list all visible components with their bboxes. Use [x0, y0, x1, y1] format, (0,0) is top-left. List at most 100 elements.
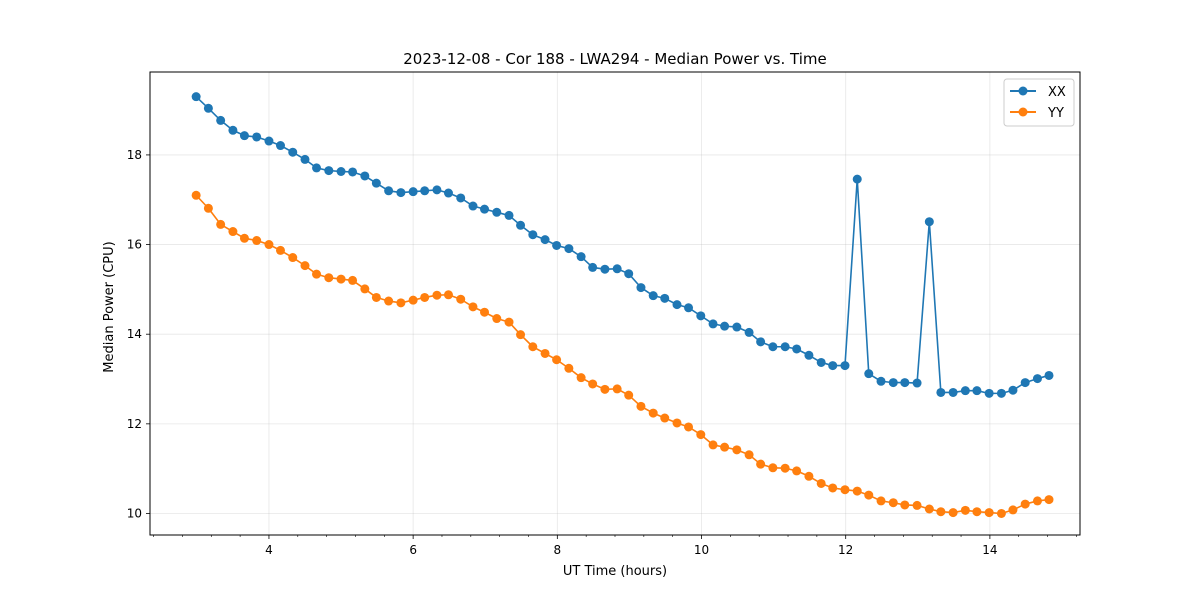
data-point-yy [840, 485, 850, 495]
data-point-xx [960, 386, 970, 396]
data-point-xx [972, 386, 982, 396]
data-point-xx [191, 92, 201, 102]
data-point-yy [324, 273, 334, 283]
data-point-xx [348, 167, 358, 177]
data-point-xx [203, 103, 213, 113]
data-point-yy [972, 507, 982, 517]
legend-yy-marker [1018, 107, 1028, 117]
data-point-yy [804, 471, 814, 481]
data-point-xx [876, 376, 886, 386]
data-point-xx [480, 204, 490, 214]
data-point-yy [275, 245, 285, 255]
data-point-xx [588, 262, 598, 272]
y-tick-label: 10 [127, 506, 142, 520]
data-point-yy [888, 498, 898, 508]
data-point-xx [948, 387, 958, 397]
x-tick-label: 4 [265, 543, 273, 557]
data-point-xx [468, 201, 478, 211]
data-point-xx [660, 293, 670, 303]
data-point-yy [780, 463, 790, 473]
y-axis-label: Median Power (CPU) [102, 241, 117, 372]
data-point-xx [732, 322, 742, 332]
data-point-xx [396, 188, 406, 198]
data-point-yy [540, 348, 550, 358]
data-point-yy [528, 342, 538, 352]
data-point-xx [816, 357, 826, 367]
data-point-yy [384, 296, 394, 306]
data-point-xx [371, 178, 381, 188]
data-point-yy [239, 233, 249, 243]
data-point-yy [864, 490, 874, 500]
data-point-yy [348, 275, 358, 285]
y-axis-ticks: 10 12 14 16 18 [127, 148, 150, 520]
data-point-xx [828, 361, 838, 371]
data-point-xx [564, 244, 574, 254]
data-point-yy [624, 390, 634, 400]
data-point-yy [768, 463, 778, 473]
legend: XX YY [1003, 78, 1075, 127]
data-point-yy [732, 445, 742, 455]
data-point-yy [443, 290, 453, 300]
data-point-xx [864, 369, 874, 379]
data-point-yy [312, 269, 322, 279]
data-point-yy [1020, 499, 1030, 509]
data-point-xx [432, 185, 442, 195]
data-point-yy [792, 466, 802, 476]
data-point-yy [912, 500, 922, 510]
data-point-xx [528, 230, 538, 240]
data-point-yy [984, 508, 994, 518]
data-point-yy [252, 236, 262, 246]
data-point-xx [672, 300, 682, 310]
data-point-yy [876, 496, 886, 506]
data-point-xx [744, 327, 754, 337]
data-point-xx [300, 154, 310, 164]
data-point-xx [504, 210, 514, 220]
x-axis-label: UT Time (hours) [563, 564, 667, 579]
data-point-yy [456, 294, 466, 304]
data-point-yy [672, 418, 682, 428]
data-point-xx [768, 342, 778, 352]
data-point-yy [564, 363, 574, 373]
data-point-xx [936, 387, 946, 397]
data-point-xx [720, 321, 730, 331]
data-point-yy [371, 292, 381, 302]
data-point-xx [612, 264, 622, 274]
data-point-yy [480, 307, 490, 317]
data-point-yy [924, 504, 934, 514]
data-point-xx [216, 115, 226, 125]
legend-xx-marker [1018, 86, 1028, 96]
data-point-xx [516, 220, 526, 230]
data-point-yy [228, 227, 238, 237]
data-point-yy [420, 292, 430, 302]
data-point-yy [432, 290, 442, 300]
data-point-xx [456, 193, 466, 203]
y-tick-label: 12 [127, 417, 142, 431]
data-point-xx [804, 350, 814, 360]
chart-title: 2023-12-08 - Cor 188 - LWA294 - Median P… [403, 50, 827, 68]
data-point-xx [780, 342, 790, 352]
data-point-xx [492, 207, 502, 217]
data-point-yy [696, 430, 706, 440]
data-point-xx [408, 187, 418, 197]
data-point-yy [720, 442, 730, 452]
data-point-xx [443, 188, 453, 198]
data-point-yy [216, 219, 226, 229]
data-point-yy [756, 459, 766, 469]
data-point-yy [360, 284, 370, 294]
series-layer [191, 92, 1054, 518]
data-point-xx [924, 217, 934, 227]
data-point-xx [420, 186, 430, 196]
data-point-yy [576, 373, 586, 383]
data-point-yy [552, 355, 562, 365]
data-point-xx [239, 131, 249, 141]
x-tick-label: 10 [694, 543, 709, 557]
data-point-xx [648, 291, 658, 301]
data-point-xx [228, 125, 238, 135]
data-point-xx [540, 235, 550, 245]
data-point-xx [888, 378, 898, 388]
legend-yy-label: YY [1047, 106, 1064, 121]
grid [150, 72, 1080, 535]
data-point-xx [552, 240, 562, 250]
data-point-yy [468, 302, 478, 312]
